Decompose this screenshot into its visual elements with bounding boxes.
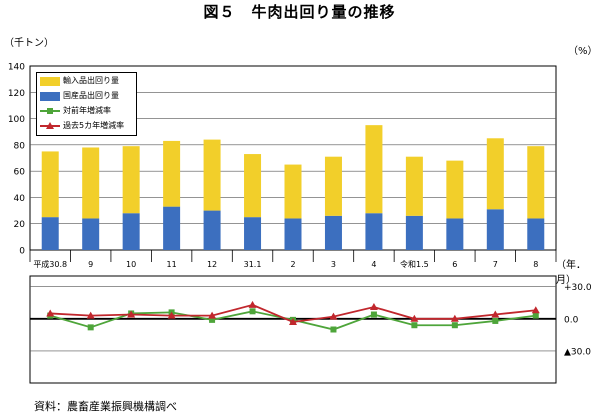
- chart-title: 図５ 牛肉出回り量の推移: [203, 3, 396, 21]
- y-tick-label: 20: [14, 220, 26, 230]
- legend-swatch-import: [40, 77, 60, 86]
- legend: 輸入品出回り量 国産品出回り量 対前年増減率 過去5カ年増減率: [36, 72, 137, 136]
- point-yoy: [330, 326, 337, 333]
- point-5yr: [127, 310, 136, 318]
- x-axis-unit: （年．月）: [556, 260, 586, 286]
- line-plot-frame: [29, 275, 557, 384]
- x-tick-label: 9: [88, 260, 93, 269]
- legend-swatch-domestic: [40, 92, 60, 101]
- bar-domestic: [82, 218, 100, 250]
- point-5yr: [289, 318, 297, 326]
- y-tick-label: 100: [8, 115, 25, 125]
- legend-label-5yr: 過去5カ年増減率: [63, 121, 125, 130]
- bar-domestic: [122, 213, 140, 250]
- point-5yr: [248, 300, 257, 308]
- bar-import: [527, 146, 545, 219]
- right-axis-unit: （%）: [568, 46, 598, 57]
- bar-domestic: [163, 206, 181, 250]
- point-yoy: [411, 322, 418, 329]
- y-tick-label: 60: [14, 168, 26, 178]
- legend-label-domestic: 国産品出回り量: [63, 91, 119, 100]
- source-note: 資料：農畜産業振興機構調べ: [34, 400, 177, 413]
- point-yoy: [451, 322, 458, 329]
- point-yoy: [209, 316, 216, 323]
- legend-label-yoy: 対前年増減率: [63, 106, 111, 115]
- point-5yr: [167, 311, 176, 319]
- x-tick-label: 31.1: [244, 260, 262, 269]
- left-axis-unit: （千トン）: [4, 38, 54, 49]
- x-tick-label: 10: [126, 260, 136, 269]
- bar-domestic: [41, 217, 59, 250]
- point-yoy: [492, 317, 499, 324]
- legend-item-yoy: 対前年増減率: [37, 104, 136, 118]
- bar-domestic: [486, 209, 504, 250]
- x-tick-label: 6: [452, 260, 457, 269]
- bar-domestic: [324, 215, 342, 250]
- legend-item-domestic: 国産品出回り量: [37, 89, 136, 103]
- point-5yr: [531, 306, 540, 314]
- bar-import: [41, 151, 59, 218]
- x-tick-label: 4: [371, 260, 376, 269]
- bar-domestic: [244, 217, 262, 250]
- y-tick-label: 40: [14, 194, 26, 204]
- x-tick-label: 平成30.8: [33, 259, 67, 269]
- point-5yr: [491, 310, 500, 318]
- bar-import: [324, 156, 342, 216]
- point-yoy: [370, 311, 377, 318]
- legend-item-import: 輸入品出回り量: [37, 74, 136, 88]
- bar-import: [244, 154, 262, 218]
- point-yoy: [249, 308, 256, 315]
- y-tick-label: 0: [19, 247, 25, 257]
- bar-import: [284, 164, 302, 219]
- right-tick-label: +30.0: [564, 283, 592, 293]
- point-5yr: [46, 309, 55, 317]
- y-tick-label: 120: [8, 89, 25, 99]
- bar-import: [405, 156, 423, 216]
- point-yoy: [532, 312, 539, 319]
- point-5yr: [208, 311, 217, 319]
- bar-import: [365, 125, 383, 214]
- point-5yr: [410, 314, 419, 322]
- bar-import: [203, 139, 221, 211]
- y-tick-label: 140: [8, 63, 25, 73]
- bar-import: [82, 147, 100, 219]
- bar-domestic: [405, 215, 423, 250]
- x-tick-label: 令和1.5: [400, 259, 429, 269]
- y-tick-label: 80: [14, 141, 26, 151]
- point-5yr: [86, 311, 95, 319]
- right-tick-label: ▲30.0: [564, 347, 591, 357]
- bar-import: [122, 146, 140, 214]
- point-yoy: [87, 324, 94, 331]
- x-tick-label: 11: [167, 260, 177, 269]
- bar-domestic: [284, 218, 302, 250]
- bar-domestic: [365, 213, 383, 250]
- legend-item-5yr: 過去5カ年増減率: [37, 119, 136, 133]
- bar-domestic: [203, 210, 221, 250]
- right-tick-label: 0.0: [564, 315, 579, 325]
- bar-domestic: [527, 218, 545, 250]
- x-tick-label: 12: [207, 260, 217, 269]
- x-tick-label: 3: [331, 260, 336, 269]
- point-5yr: [450, 314, 459, 322]
- bar-import: [486, 138, 504, 210]
- x-tick-label: 2: [290, 260, 295, 269]
- legend-swatch-yoy: [40, 108, 60, 114]
- point-5yr: [329, 312, 338, 320]
- point-5yr: [369, 303, 378, 311]
- legend-label-import: 輸入品出回り量: [63, 76, 119, 85]
- x-tick-label: 8: [533, 260, 538, 269]
- bar-domestic: [446, 218, 464, 250]
- bar-import: [446, 160, 464, 219]
- legend-swatch-5yr: [40, 122, 60, 129]
- bar-import: [163, 140, 181, 207]
- x-tick-label: 7: [493, 260, 498, 269]
